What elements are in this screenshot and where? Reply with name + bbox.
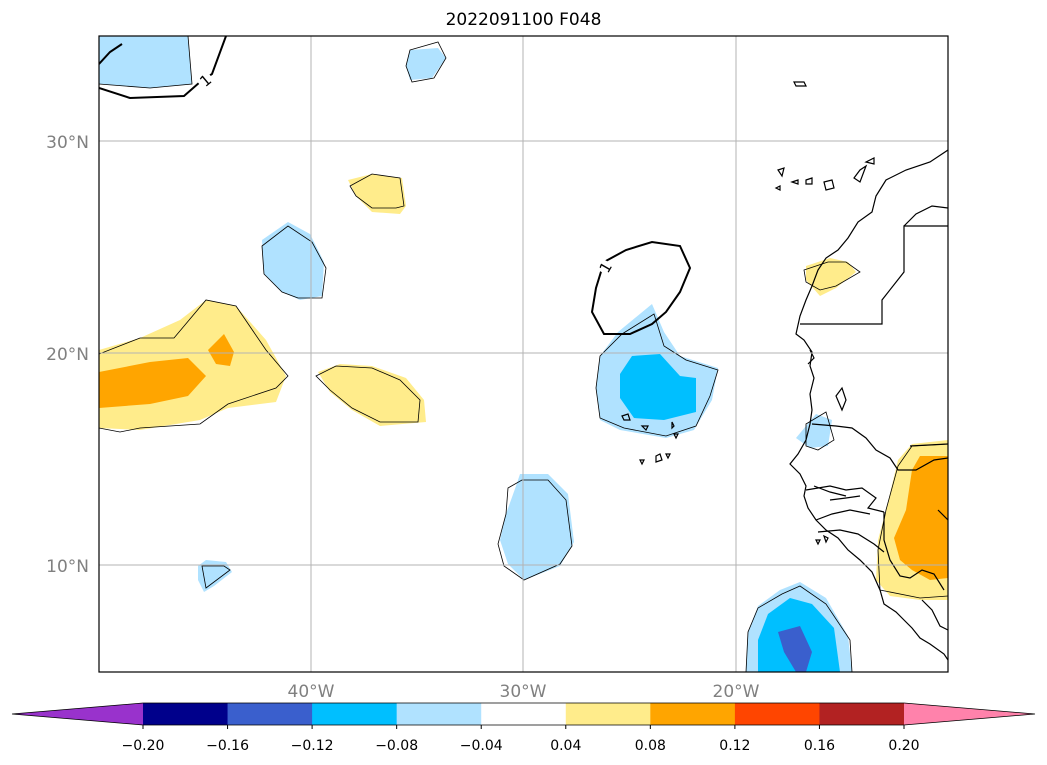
shaded-anomalies xyxy=(99,36,948,672)
colorbar-segment xyxy=(396,703,482,725)
colorbar-tick-label: −0.16 xyxy=(206,738,249,754)
anomaly-light-blue xyxy=(406,48,446,80)
colorbar-tick-label: 0.16 xyxy=(804,738,835,754)
thick-contours xyxy=(99,36,692,335)
colorbar-tick-label: −0.08 xyxy=(375,738,418,754)
colorbar: −0.20 −0.16 −0.12 −0.08 −0.04 0.04 0.08 0.12 0.1… xyxy=(11,702,1036,754)
anomaly-light-blue xyxy=(99,36,192,88)
anomaly-orange xyxy=(99,358,206,408)
colorbar-segment xyxy=(481,703,567,725)
anomaly-light-blue xyxy=(500,474,574,580)
colorbar-tick-label: 0.20 xyxy=(888,738,919,754)
anomaly-orange xyxy=(894,456,948,580)
colorbar-segment xyxy=(819,703,905,725)
colorbar-tick-label: 0.04 xyxy=(550,738,581,754)
anomaly-light-yellow xyxy=(806,258,856,296)
anomaly-light-blue xyxy=(796,414,832,448)
lat-label-10n: 10°N xyxy=(46,557,89,577)
colorbar-segment xyxy=(565,703,651,725)
colorbar-extend-max xyxy=(904,703,1035,725)
colorbar-tick-label: −0.12 xyxy=(291,738,334,754)
colorbar-segment xyxy=(650,703,736,725)
lat-label-20n: 20°N xyxy=(46,345,89,365)
colorbar-segment xyxy=(143,703,229,725)
colorbar-tick-label: −0.20 xyxy=(122,738,165,754)
anomaly-orange xyxy=(208,334,234,366)
lat-label-30n: 30°N xyxy=(46,133,89,153)
colorbar-tick-label: −0.04 xyxy=(460,738,503,754)
anomaly-royal-blue xyxy=(778,626,812,672)
map-area: 1 1 xyxy=(99,36,948,672)
anomaly-light-blue xyxy=(262,222,324,300)
anomaly-light-yellow xyxy=(348,174,406,214)
coastlines xyxy=(621,81,948,661)
map-title: 2022091100 F048 xyxy=(445,10,602,30)
colorbar-extend-min xyxy=(12,703,143,725)
colorbar-tick-label: 0.08 xyxy=(635,738,666,754)
colorbar-tick-label: 0.12 xyxy=(719,738,750,754)
lon-label-30w: 30°W xyxy=(500,682,547,702)
lon-label-20w: 20°W xyxy=(713,682,760,702)
colorbar-segment xyxy=(312,703,398,725)
lon-label-40w: 40°W xyxy=(288,682,335,702)
anomaly-deep-sky-blue xyxy=(620,354,696,420)
colorbar-segment xyxy=(227,703,313,725)
anomaly-light-blue xyxy=(198,560,232,592)
gridlines xyxy=(99,36,948,672)
thin-contours xyxy=(99,36,948,672)
colorbar-segment xyxy=(734,703,820,725)
map-frame xyxy=(98,35,949,673)
